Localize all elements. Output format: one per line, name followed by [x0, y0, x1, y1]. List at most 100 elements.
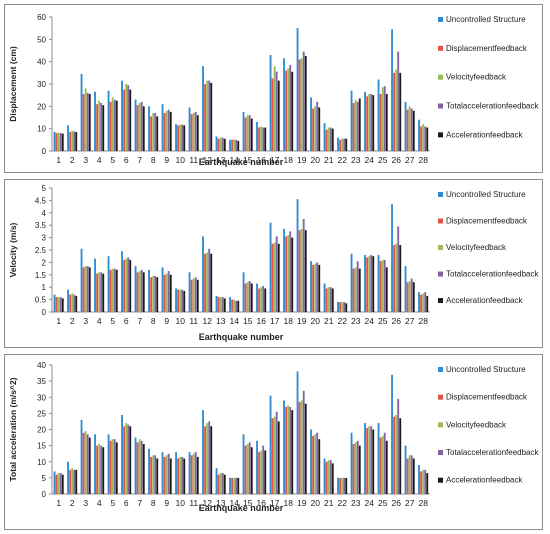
bar-eq23-displacementfeedback — [352, 268, 355, 312]
bar-eq16-totalaccelerationfeedback — [262, 127, 265, 151]
x-tick-label: 18 — [284, 316, 294, 326]
x-axis-title: Earthquake number — [199, 332, 284, 342]
bar-eq22-displacementfeedback — [339, 302, 342, 312]
bar-eq2-uncontrolled-structure — [67, 125, 69, 151]
bar-eq1-displacementfeedback — [55, 474, 58, 494]
x-tick-label: 27 — [405, 155, 415, 165]
bar-eq2-displacementfeedback — [69, 469, 72, 494]
legend-label: Accelerationfeedback — [446, 296, 523, 305]
bar-eq18-displacementfeedback — [285, 236, 288, 312]
legend-label: Uncontrolled Structure — [446, 365, 526, 374]
bar-eq28-velocityfeedback — [422, 124, 425, 151]
bar-eq26-accelerationfeedback — [399, 245, 402, 312]
x-tick-label: 24 — [365, 155, 375, 165]
x-tick-label: 13 — [216, 316, 226, 326]
bar-eq19-velocityfeedback — [300, 400, 303, 494]
bar-eq12-accelerationfeedback — [210, 82, 213, 151]
bar-eq4-displacementfeedback — [96, 104, 99, 151]
bar-eq8-displacementfeedback — [150, 456, 153, 494]
bar-eq18-totalaccelerationfeedback — [289, 231, 292, 312]
legend-label: Velocityfeedback — [446, 420, 507, 429]
bar-eq24-velocityfeedback — [368, 426, 371, 494]
bar-eq16-displacementfeedback — [258, 288, 261, 312]
bar-eq11-totalaccelerationfeedback — [194, 277, 197, 312]
bar-eq6-velocityfeedback — [125, 423, 128, 494]
bar-eq7-accelerationfeedback — [142, 444, 145, 494]
x-tick-label: 19 — [297, 498, 307, 508]
bar-eq19-uncontrolled-structure — [296, 28, 299, 152]
bar-eq10-velocityfeedback — [179, 124, 182, 151]
bar-eq9-velocityfeedback — [165, 455, 168, 494]
x-tick-label: 21 — [324, 155, 334, 165]
bar-eq17-uncontrolled-structure — [269, 54, 272, 151]
bar-eq26-velocityfeedback — [395, 243, 398, 312]
bar-eq5-uncontrolled-structure — [107, 256, 110, 312]
y-tick-label: 15 — [37, 442, 46, 451]
x-tick-label: 16 — [257, 498, 267, 508]
bar-eq13-velocityfeedback — [219, 297, 222, 312]
bar-eq14-totalaccelerationfeedback — [235, 477, 238, 494]
legend-swatch — [438, 218, 443, 224]
y-tick-label: 30 — [37, 393, 46, 402]
x-tick-label: 8 — [151, 498, 156, 508]
bar-eq20-displacementfeedback — [312, 108, 315, 151]
bar-eq20-uncontrolled-structure — [310, 261, 312, 312]
bar-eq19-displacementfeedback — [298, 230, 301, 312]
bar-eq11-displacementfeedback — [190, 455, 193, 494]
bar-eq28-accelerationfeedback — [426, 127, 429, 151]
bar-eq19-uncontrolled-structure — [296, 199, 299, 312]
bar-eq8-uncontrolled-structure — [148, 269, 150, 312]
bar-eq26-uncontrolled-structure — [391, 374, 393, 494]
bar-eq22-velocityfeedback — [341, 302, 344, 312]
legend-swatch — [438, 17, 443, 22]
bar-eq24-uncontrolled-structure — [364, 254, 366, 312]
bar-eq3-displacementfeedback — [82, 267, 85, 312]
bar-eq13-displacementfeedback — [217, 474, 220, 494]
bar-eq9-uncontrolled-structure — [161, 267, 164, 312]
legend-swatch — [438, 394, 443, 400]
y-tick-label: 3.5 — [35, 221, 47, 230]
x-axis-title: Earthquake number — [199, 503, 284, 513]
bar-eq3-displacementfeedback — [82, 432, 85, 494]
bar-eq19-uncontrolled-structure — [296, 371, 299, 494]
bar-eq13-totalaccelerationfeedback — [221, 137, 224, 151]
bar-eq16-uncontrolled-structure — [256, 440, 258, 494]
bar-eq12-displacementfeedback — [204, 84, 207, 151]
bar-eq23-accelerationfeedback — [358, 98, 361, 151]
x-tick-label: 1 — [56, 155, 61, 165]
bar-eq23-velocityfeedback — [354, 99, 357, 151]
bar-eq22-displacementfeedback — [339, 477, 342, 494]
bar-eq24-totalaccelerationfeedback — [370, 426, 373, 494]
bar-eq26-accelerationfeedback — [399, 418, 402, 494]
bar-eq2-displacementfeedback — [69, 294, 72, 312]
legend-label: Displacementfeedback — [446, 44, 528, 53]
bar-eq10-displacementfeedback — [177, 458, 180, 494]
bar-eq23-totalaccelerationfeedback — [356, 261, 359, 312]
bar-eq4-accelerationfeedback — [102, 447, 105, 494]
bar-eq1-accelerationfeedback — [61, 298, 64, 312]
bar-eq27-accelerationfeedback — [412, 110, 415, 151]
bar-eq7-totalaccelerationfeedback — [140, 101, 143, 151]
bar-eq17-totalaccelerationfeedback — [275, 71, 278, 151]
x-tick-label: 19 — [297, 155, 307, 165]
bar-eq18-accelerationfeedback — [291, 71, 294, 151]
x-tick-label: 10 — [176, 155, 186, 165]
bar-eq7-totalaccelerationfeedback — [140, 269, 143, 312]
bar-eq9-displacementfeedback — [163, 113, 166, 151]
y-tick-label: 0 — [42, 490, 47, 499]
bar-eq9-totalaccelerationfeedback — [167, 109, 170, 151]
bar-eq2-accelerationfeedback — [75, 295, 78, 312]
bar-eq24-uncontrolled-structure — [364, 91, 366, 151]
bar-eq10-displacementfeedback — [177, 289, 180, 312]
bar-eq8-velocityfeedback — [152, 276, 155, 312]
legend-label: Accelerationfeedback — [446, 476, 523, 485]
bar-eq9-totalaccelerationfeedback — [167, 453, 170, 494]
bar-eq24-totalaccelerationfeedback — [370, 254, 373, 312]
bar-eq17-totalaccelerationfeedback — [275, 411, 278, 494]
bar-eq6-displacementfeedback — [123, 259, 126, 312]
x-tick-label: 11 — [189, 155, 198, 165]
x-tick-label: 4 — [97, 155, 102, 165]
y-tick-label: 20 — [37, 426, 46, 435]
